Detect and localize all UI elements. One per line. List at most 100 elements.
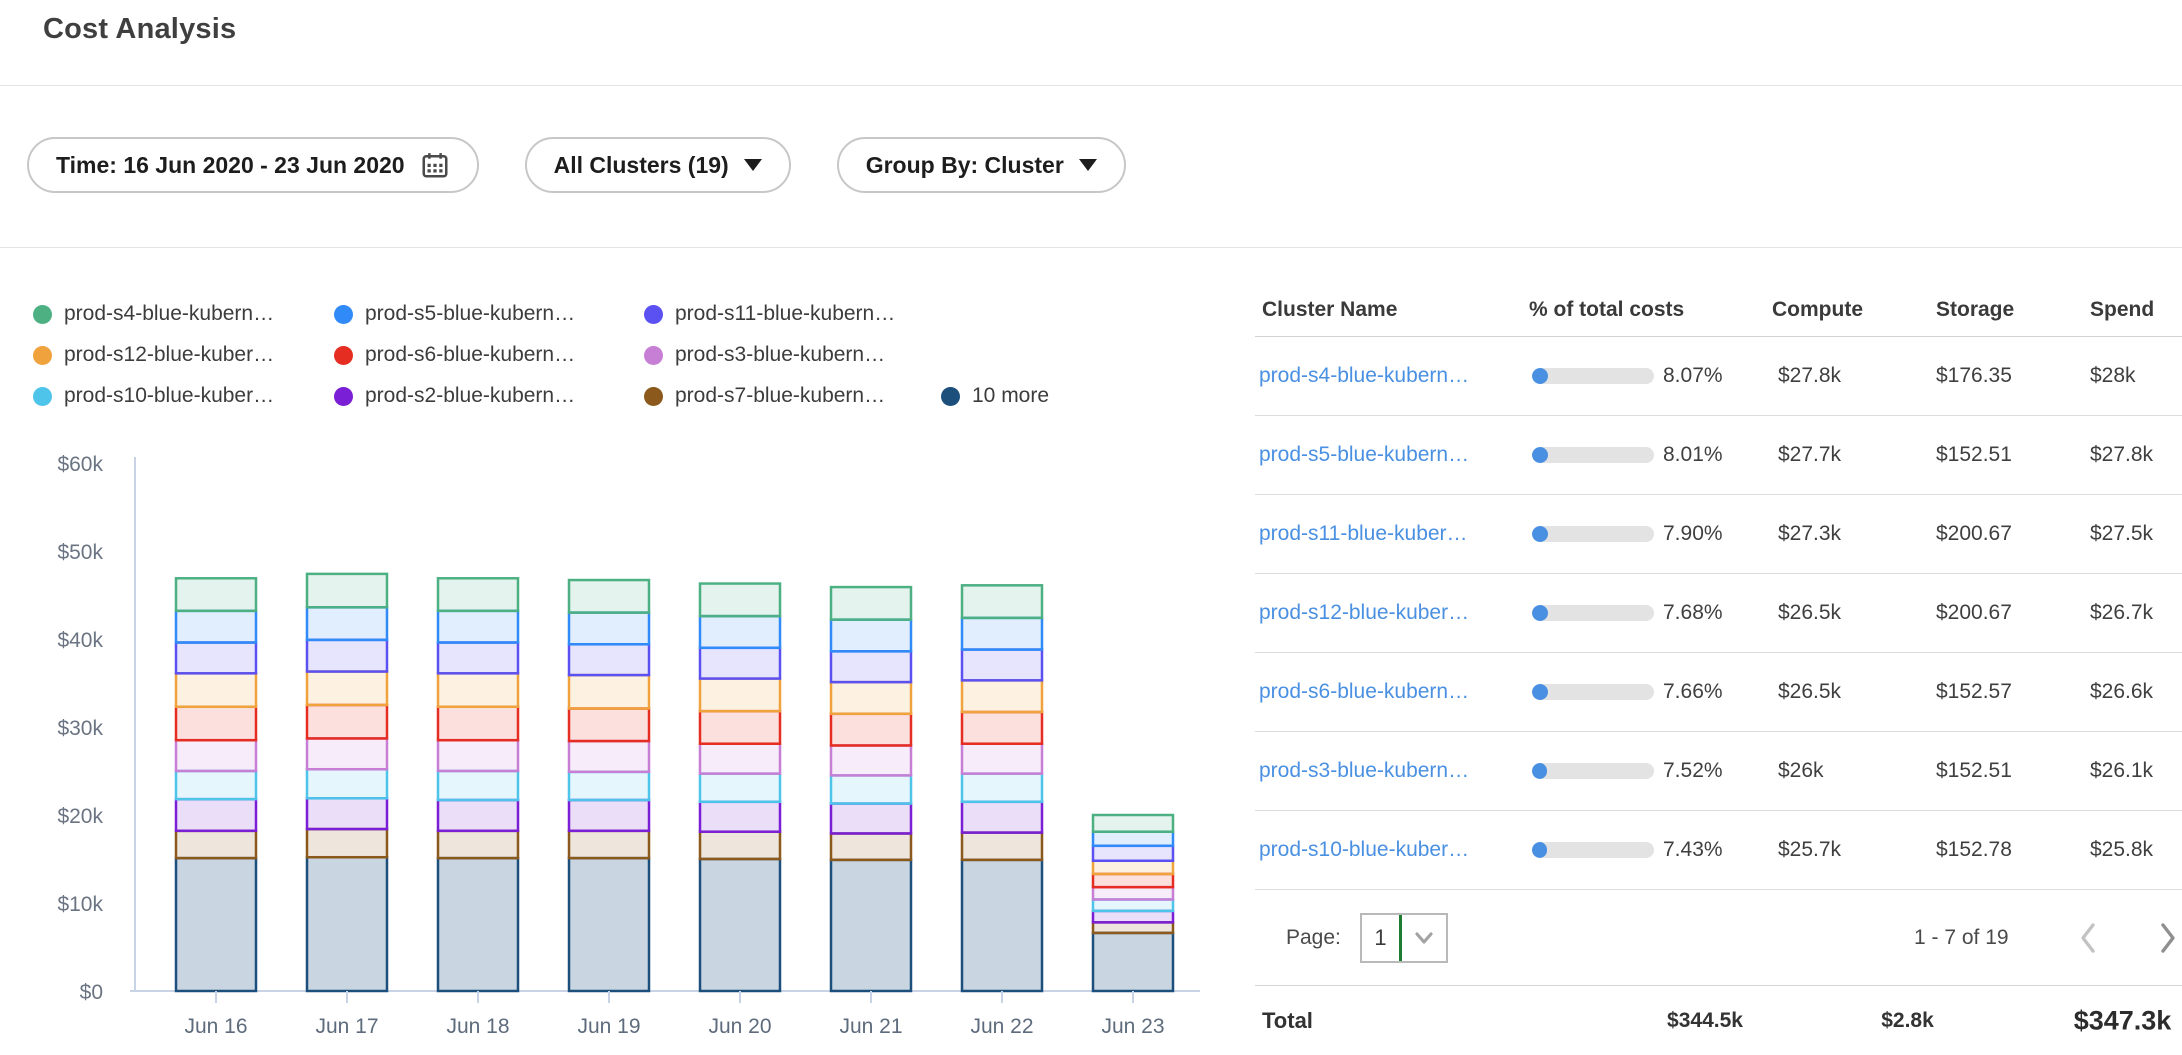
bar-segment[interactable] [960,710,1044,745]
bar-segment[interactable] [1091,931,1175,993]
legend-item[interactable]: prod-s12-blue-kuber… [33,343,274,367]
bar-segment[interactable] [829,774,913,805]
bar-segment[interactable] [305,638,389,673]
bar-segment[interactable] [1091,909,1175,924]
bar-segment[interactable] [174,577,258,613]
bar-segment[interactable] [436,738,520,773]
bar-segment[interactable] [305,855,389,993]
bar-segment[interactable] [960,648,1044,682]
bar-segment[interactable] [567,673,651,710]
bar-segment[interactable] [436,672,520,709]
bar-segment[interactable] [567,856,651,993]
bar-segment[interactable] [436,798,520,833]
prev-page-button[interactable] [2073,921,2103,955]
bar-segment[interactable] [174,829,258,860]
bar-segment[interactable] [1091,844,1175,863]
bar-segment[interactable] [567,829,651,860]
bar-segment[interactable] [698,646,782,680]
bar-segment[interactable] [174,609,258,644]
bar-segment[interactable] [174,672,258,709]
bar-segment[interactable] [829,585,913,621]
bar-segment[interactable] [305,670,389,707]
time-range-filter[interactable]: Time: 16 Jun 2020 - 23 Jun 2020 [27,137,479,193]
bar-segment[interactable] [960,584,1044,620]
cluster-name-link[interactable]: prod-s12-blue-kuber… [1259,601,1470,624]
bar-segment[interactable] [829,680,913,716]
bar-segment[interactable] [829,618,913,653]
bar-segment[interactable] [567,611,651,646]
bar-segment[interactable] [174,738,258,773]
bar-segment[interactable] [960,831,1044,862]
bar-segment[interactable] [960,800,1044,834]
bar-segment[interactable] [305,572,389,609]
bar-segment[interactable] [829,802,913,835]
bar-segment[interactable] [436,641,520,675]
group-by-dropdown[interactable]: Group By: Cluster [836,137,1126,193]
bar-segment[interactable] [698,800,782,833]
bar-segment[interactable] [1091,921,1175,935]
legend-item[interactable]: prod-s4-blue-kubern… [33,302,274,326]
bar-segment[interactable] [436,609,520,644]
bar-segment[interactable] [1091,859,1175,876]
bar-segment[interactable] [436,705,520,742]
bar-segment[interactable] [567,643,651,677]
bar-segment[interactable] [174,797,258,833]
bar-segment[interactable] [174,705,258,742]
bar-segment[interactable] [698,677,782,713]
page-select[interactable]: 1 [1360,912,1448,963]
legend-item[interactable]: prod-s5-blue-kubern… [334,302,575,326]
bar-segment[interactable] [436,769,520,802]
cluster-name-link[interactable]: prod-s5-blue-kubern… [1259,443,1470,466]
bar-segment[interactable] [960,742,1044,775]
bar-segment[interactable] [436,829,520,860]
bar-segment[interactable] [1091,813,1175,833]
bar-segment[interactable] [960,858,1044,993]
bar-segment[interactable] [305,827,389,859]
bar-segment[interactable] [305,703,389,740]
cluster-name-link[interactable]: prod-s3-blue-kubern… [1259,759,1470,782]
cluster-name-link[interactable]: prod-s4-blue-kubern… [1259,364,1470,387]
legend-item[interactable]: prod-s7-blue-kubern… [644,384,885,408]
bar-segment[interactable] [567,770,651,802]
bar-segment[interactable] [305,737,389,771]
cluster-name-link[interactable]: prod-s6-blue-kubern… [1259,680,1470,703]
legend-item[interactable]: prod-s10-blue-kuber… [33,384,274,408]
legend-item[interactable]: 10 more [941,384,1049,408]
bar-segment[interactable] [1091,898,1175,913]
bar-segment[interactable] [436,577,520,613]
bar-segment[interactable] [829,744,913,777]
bar-segment[interactable] [698,582,782,618]
bar-segment[interactable] [567,578,651,614]
bar-segment[interactable] [174,641,258,675]
legend-item[interactable]: prod-s3-blue-kubern… [644,343,885,367]
next-page-button[interactable] [2153,921,2182,955]
bar-segment[interactable] [829,712,913,747]
bar-segment[interactable] [829,832,913,862]
cluster-name-link[interactable]: prod-s10-blue-kuber… [1259,838,1470,861]
bar-segment[interactable] [567,707,651,743]
cluster-filter-dropdown[interactable]: All Clusters (19) [524,137,791,193]
bar-segment[interactable] [1091,885,1175,901]
bar-segment[interactable] [305,797,389,831]
cluster-name-link[interactable]: prod-s11-blue-kuber… [1259,522,1468,545]
bar-segment[interactable] [829,650,913,684]
bar-segment[interactable] [960,772,1044,804]
bar-segment[interactable] [436,856,520,993]
bar-segment[interactable] [829,858,913,993]
bar-segment[interactable] [698,857,782,993]
bar-segment[interactable] [698,709,782,745]
bar-segment[interactable] [698,772,782,804]
bar-segment[interactable] [1091,872,1175,889]
legend-item[interactable]: prod-s2-blue-kubern… [334,384,575,408]
bar-segment[interactable] [567,798,651,833]
bar-segment[interactable] [567,739,651,774]
bar-segment[interactable] [960,679,1044,714]
bar-segment[interactable] [698,614,782,650]
bar-segment[interactable] [305,767,389,800]
bar-segment[interactable] [174,769,258,801]
bar-segment[interactable] [698,742,782,775]
legend-item[interactable]: prod-s11-blue-kubern… [644,302,895,326]
legend-item[interactable]: prod-s6-blue-kubern… [334,343,575,367]
bar-segment[interactable] [174,856,258,993]
bar-segment[interactable] [960,616,1044,651]
